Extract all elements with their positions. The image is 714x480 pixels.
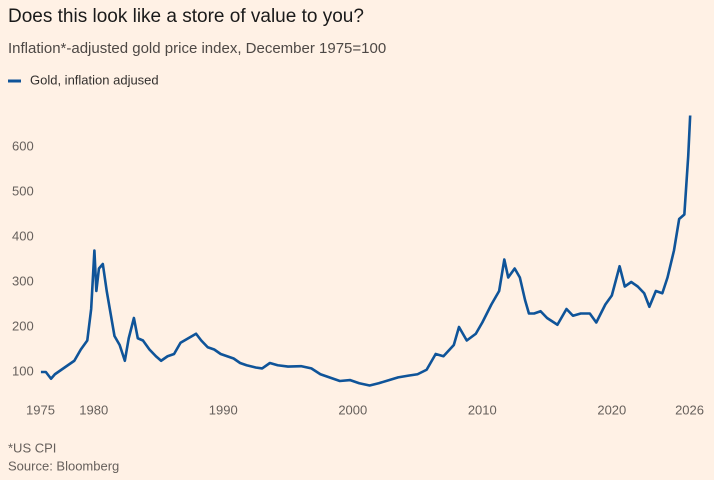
source: Source: Bloomberg — [8, 458, 119, 473]
y-tick-label: 500 — [12, 183, 34, 198]
chart-title: Does this look like a store of value to … — [8, 6, 364, 27]
x-tick-label: 2026 — [675, 402, 704, 417]
x-tick-label: 1990 — [209, 402, 238, 417]
legend-label: Gold, inflation adjused — [30, 72, 159, 87]
x-tick-label: 2000 — [338, 402, 367, 417]
x-tick-label: 2020 — [597, 402, 626, 417]
y-tick-label: 400 — [12, 228, 34, 243]
x-tick-label: 1975 — [26, 402, 55, 417]
y-tick-label: 300 — [12, 273, 34, 288]
chart-subtitle: Inflation*-adjusted gold price index, De… — [8, 40, 386, 57]
x-tick-label: 1980 — [79, 402, 108, 417]
y-tick-label: 600 — [12, 138, 34, 153]
y-tick-label: 200 — [12, 318, 34, 333]
data-line — [40, 115, 692, 387]
x-tick-label: 2010 — [468, 402, 497, 417]
footnote: *US CPI — [8, 440, 56, 455]
y-tick-label: 100 — [12, 363, 34, 378]
